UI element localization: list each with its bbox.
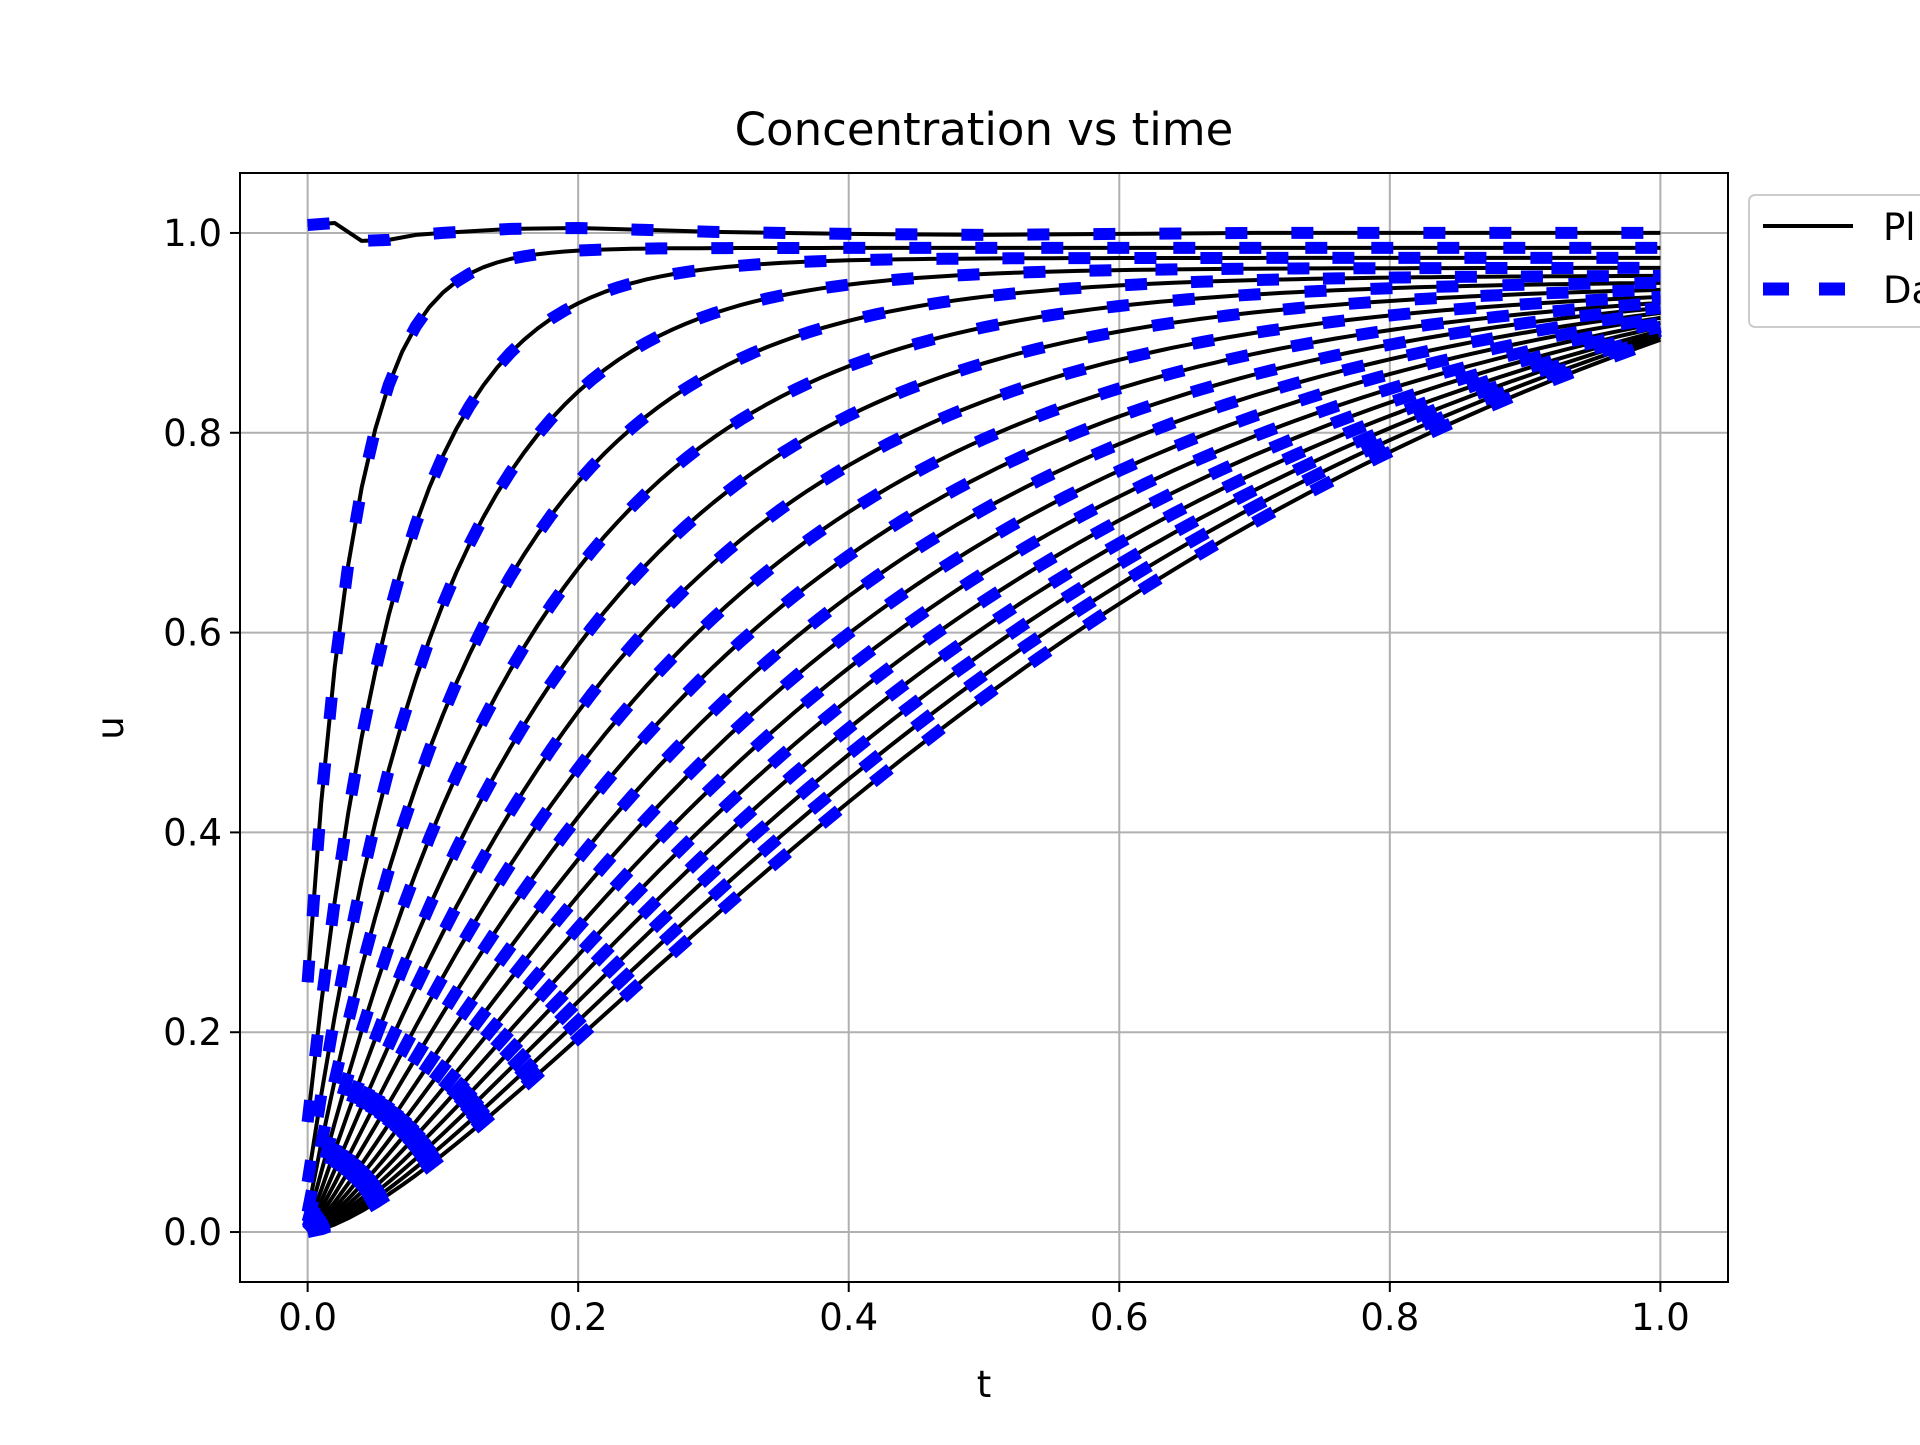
y-axis-label: u [89, 716, 132, 739]
da-curve-12 [304, 316, 1662, 1238]
curves [301, 217, 1663, 1238]
pl-curve-2 [305, 255, 1661, 1123]
x-tick-label: 0.2 [549, 1296, 608, 1339]
da-curve-13 [305, 321, 1662, 1238]
da-curve-6 [301, 283, 1661, 1230]
pl-curve-14 [306, 328, 1661, 1234]
plot-frame [239, 172, 1729, 1283]
x-tick-label: 0.0 [278, 1296, 337, 1339]
legend: Pl Da [1748, 194, 1920, 328]
da-curve-0 [307, 217, 1661, 247]
da-curve-5 [301, 276, 1661, 1224]
axis-ticks: 0.0 0.2 0.4 0.6 0.8 1.0 0.0 0.2 0.4 0.6 0.8 1.0 [163, 212, 1690, 1339]
legend-box [1748, 194, 1920, 328]
da-curve-15 [305, 328, 1663, 1238]
plot-background [240, 173, 1728, 1282]
pl-curve-9 [306, 305, 1661, 1233]
da-curve-17 [306, 334, 1663, 1238]
y-tick-label: 0.2 [163, 1011, 222, 1054]
da-curve-3 [301, 261, 1661, 1184]
da-curve-11 [304, 311, 1662, 1237]
da-curve-1 [301, 241, 1661, 983]
pl-curve-7 [305, 294, 1661, 1230]
y-tick-label: 0.0 [163, 1211, 222, 1254]
x-tick-label: 0.8 [1360, 1296, 1419, 1339]
x-tick-label: 1.0 [1631, 1296, 1690, 1339]
y-tick-label: 0.4 [163, 811, 222, 854]
legend-label-pl: Pl [1883, 206, 1916, 249]
x-axis-label: t [977, 1363, 992, 1406]
y-tick-label: 1.0 [163, 212, 222, 255]
da-curve-8 [302, 296, 1661, 1234]
da-curve-16 [306, 331, 1663, 1238]
y-tick-label: 0.6 [163, 612, 222, 655]
chart-title: Concentration vs time [735, 103, 1234, 156]
x-tick-label: 0.6 [1090, 1296, 1149, 1339]
da-curve-10 [303, 306, 1662, 1237]
pl-curve-4 [305, 273, 1661, 1213]
y-tick-label: 0.8 [163, 412, 222, 455]
legend-label-da: Da [1883, 269, 1920, 312]
x-tick-label: 0.4 [819, 1296, 878, 1339]
